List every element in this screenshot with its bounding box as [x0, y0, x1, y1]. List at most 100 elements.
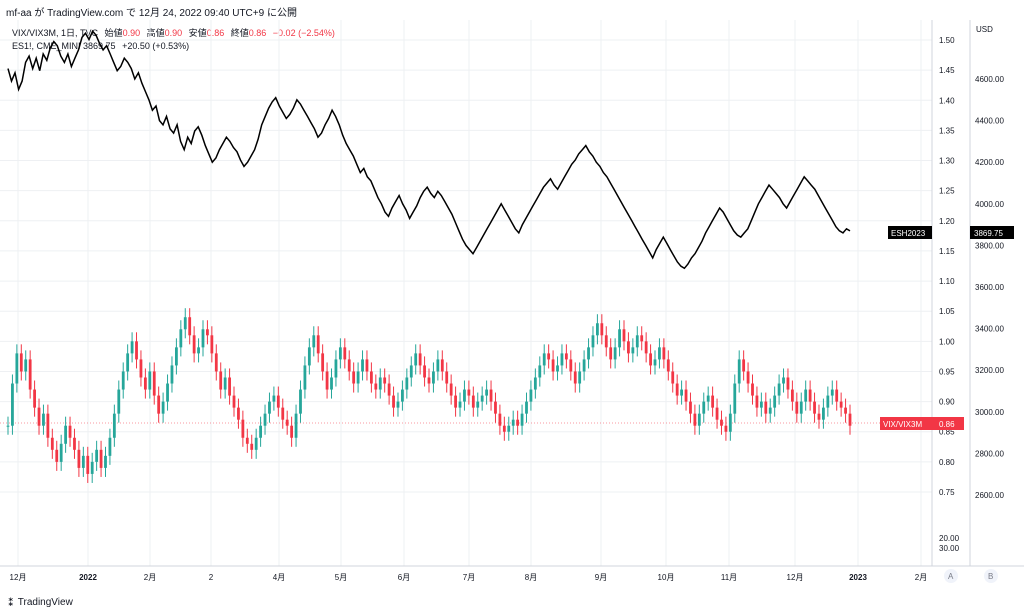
ratio-tick-label: 1.30	[939, 157, 955, 166]
usd-tick-label: 4600.00	[975, 75, 1004, 84]
vix-candle-body	[237, 407, 240, 420]
legend-es-value: 3869.75	[83, 41, 116, 51]
vix-candle-body	[467, 389, 471, 396]
vix-candle-body	[578, 371, 582, 384]
vix-candle-body	[573, 371, 577, 384]
vix-candle-body	[826, 395, 830, 408]
vix-candle-body	[392, 395, 395, 408]
vix-candle-body	[706, 395, 710, 402]
vix-candle-body	[405, 377, 409, 390]
auto-scale-label: A	[948, 572, 954, 581]
ratio-tick-label: 0.95	[939, 367, 955, 376]
vix-candle-body	[352, 371, 356, 384]
vix-candle-body	[697, 413, 701, 426]
vix-candle-body	[6, 425, 10, 427]
vix-candle-body	[143, 377, 147, 390]
legend-high-value: 0.90	[164, 28, 183, 38]
vix-candle-body	[281, 407, 285, 420]
vix-candle-body	[711, 395, 715, 408]
usd-tick-label: 3000.00	[975, 408, 1004, 417]
vix-candle-body	[241, 419, 245, 438]
vix-candle-body	[671, 371, 675, 384]
vix-candle-body	[436, 359, 440, 372]
ratio-tick-label: 1.45	[939, 66, 955, 75]
vix-candle-body	[148, 371, 152, 390]
vix-candle-body	[507, 425, 511, 432]
usd-unit-label: USD	[976, 25, 993, 34]
ratio-tick-label: 0.85	[939, 428, 955, 437]
es-last-tag: 3869.75	[974, 229, 1003, 238]
usd-tick-label: 4400.00	[975, 117, 1004, 126]
vix-candle-body	[210, 335, 214, 354]
ratio-tick-label: 1.05	[939, 307, 955, 316]
vix-candle-body	[786, 377, 790, 390]
vix-name-tag-bg	[880, 417, 932, 430]
legend-vix-symbol[interactable]: VIX/VIX3M, 1日, TVC	[12, 28, 99, 38]
vix-candle-body	[343, 347, 347, 360]
vix-candle-body	[28, 359, 32, 390]
usd-tick-label: 4200.00	[975, 158, 1004, 167]
vix-candle-body	[387, 383, 391, 396]
vix-candle-body	[121, 371, 125, 390]
vix-candle-body	[533, 377, 537, 390]
publish-info: mf-aa が TradingView.com で 12月 24, 2022 0…	[6, 8, 297, 19]
x-tick-label: 4月	[273, 573, 285, 582]
vix-candle-body	[702, 401, 706, 414]
vix-candle-body	[33, 389, 36, 408]
vix-candle-body	[303, 365, 307, 390]
legend-vix-change: −0.02 (−2.54%)	[272, 28, 335, 38]
vix-candle-body	[795, 401, 799, 414]
vix-candle-body	[790, 389, 794, 402]
vix-candle-body	[604, 335, 608, 348]
vix-candle-body	[542, 353, 546, 366]
vix-candle-body	[502, 425, 506, 432]
vix-candle-body	[471, 395, 475, 408]
vix-candle-body	[356, 371, 360, 384]
vix-candle-body	[214, 353, 218, 372]
scale-b-label: B	[988, 572, 993, 581]
usd-axis-ticks: 4600.00 4400.00 4200.00 4000.00 3800.00 3600.…	[975, 75, 1004, 500]
vix-candle-body	[835, 389, 839, 402]
tv-logo-text: TradingView	[17, 597, 73, 608]
vix-candle-body	[401, 389, 404, 402]
vix-candle-body	[161, 401, 165, 414]
vix-candle-body	[844, 407, 847, 414]
scale-b-button	[984, 569, 998, 583]
vix-candle-body	[139, 359, 143, 378]
vix-candle-body	[81, 455, 85, 468]
x-tick-label: 11月	[721, 573, 737, 582]
vix-candle-body	[689, 401, 692, 414]
vix-candle-body	[751, 383, 754, 396]
tradingview-logo[interactable]: ⁑ TradingView	[8, 596, 73, 609]
legend-low-value: 0.86	[206, 28, 225, 38]
vix-candle-body	[489, 389, 493, 402]
vix-candle-body	[135, 341, 138, 360]
vix-candle-body	[19, 353, 23, 372]
vix-candle-body	[175, 347, 178, 366]
vix-candle-body	[95, 449, 99, 462]
vix-candle-body	[228, 377, 231, 396]
vix-candle-body	[77, 449, 81, 468]
vix-candle-body	[551, 359, 555, 372]
vix-candle-body	[817, 413, 821, 420]
legend-low-label: 安値	[188, 28, 207, 38]
ratio-tick-label: 1.10	[939, 277, 955, 286]
ratio-tick-label: 0.90	[939, 398, 955, 407]
vix-candle-body	[330, 377, 333, 390]
legend-es-row: ES1!, CME_MINI 3869.75 +20.50 (+0.53%)	[12, 40, 335, 53]
ratio-tick-label: 0.75	[939, 488, 955, 497]
x-tick-label: 5月	[335, 573, 347, 582]
legend-es-symbol[interactable]: ES1!, CME_MINI	[12, 41, 81, 51]
vix-candle-body	[582, 359, 586, 372]
vix-candle-body	[587, 347, 590, 360]
vix-candle-body	[680, 389, 683, 396]
vix-candle-body	[596, 323, 599, 336]
usd-tick-label: 3200.00	[975, 366, 1004, 375]
vix-candle-body	[649, 353, 652, 366]
vix-candle-body	[334, 359, 338, 378]
vix-last-tag: 0.86	[939, 420, 955, 429]
usd-tick-label: 4000.00	[975, 200, 1004, 209]
vix-candle-body	[458, 401, 462, 408]
vix-candle-body	[538, 365, 542, 378]
